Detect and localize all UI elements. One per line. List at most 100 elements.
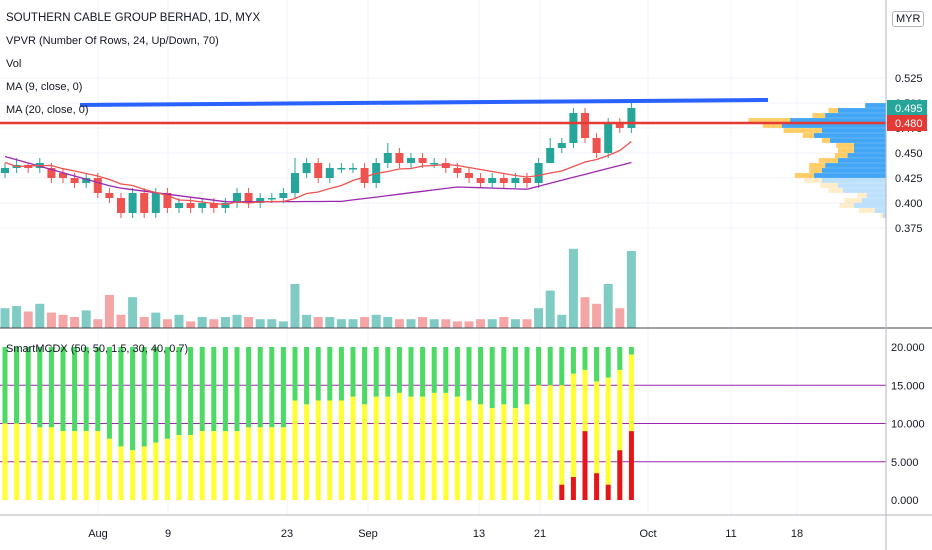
vp-up-16 [814,133,886,138]
mcdx-green-17 [199,347,205,432]
volume-bar-36 [418,317,428,328]
price-tick-0: 0.525 [895,73,923,85]
vp-up-15 [830,138,886,143]
vp-down-8 [794,173,814,178]
mcdx-green-4 [48,347,54,428]
candle-body-26 [302,163,311,173]
vp-down-9 [809,168,822,173]
mcdx-green-0 [2,347,8,424]
candle-body-45 [523,178,531,183]
volume-bar-21 [244,317,254,328]
currency-badge[interactable]: MYR [892,11,925,27]
vp-up-20 [825,113,886,118]
mcdx-yellow-20 [234,431,240,500]
vp-up-21 [838,108,886,113]
candle-body-40 [465,173,473,178]
volume-bar-19 [220,317,230,328]
mcdx-green-34 [396,347,402,393]
candle-body-16 [186,203,195,208]
mcdx-yellow-49 [570,373,576,500]
mcdx-yellow-46 [536,385,542,500]
volume-bar-39 [452,321,462,328]
volume-bar-7 [81,310,91,328]
mcdx-yellow-14 [164,438,170,500]
volume-bar-33 [383,317,393,328]
mcdx-yellow-45 [524,404,530,500]
volume-bar-43 [499,317,509,328]
mcdx-green-38 [443,347,449,393]
vp-down-11 [818,158,838,163]
price-tag-bg-0 [887,100,927,116]
mcdx-green-51 [594,347,600,382]
volume-bar-52 [603,284,613,328]
volume-bar-29 [336,319,346,328]
volume-bar-14 [162,319,172,328]
vp-down-3 [844,198,862,203]
time-tick-2: 23 [281,528,293,540]
volume-bar-40 [464,321,474,328]
candle-body-8 [93,178,102,193]
volume-bar-1 [12,306,22,328]
candle-body-36 [418,158,427,163]
time-tick-6: Oct [639,528,656,540]
candle-body-27 [314,163,323,178]
volume-bar-4 [46,312,56,328]
candle-body-11 [128,193,137,213]
mcdx-yellow-11 [130,450,136,500]
mcdx-panel [0,347,886,500]
candle-body-50 [581,113,589,138]
mcdx-tick-4: 0.000 [891,495,919,507]
mcdx-green-11 [130,347,136,451]
candle-body-25 [291,173,299,193]
candle-body-43 [499,178,508,183]
vp-up-13 [854,148,886,153]
mcdx-green-27 [315,347,321,401]
candle-body-47 [546,148,555,163]
candle-body-22 [256,198,265,203]
mcdx-yellow-13 [153,442,159,500]
volume-bar-2 [23,311,33,328]
candle-body-7 [82,178,91,183]
time-tick-4: 13 [473,528,485,540]
volume-profile [748,103,886,218]
legend-ma20[interactable]: MA (20, close, 0) [6,104,89,116]
mcdx-tick-2: 10.000 [891,419,925,431]
mcdx-green-54 [628,347,634,355]
vp-down-14 [836,143,854,148]
mcdx-yellow-2 [25,423,31,500]
mcdx-yellow-33 [385,396,391,500]
price-tag-0: 0.495 [895,103,923,115]
mcdx-yellow-37 [431,392,437,500]
volume-bar-32 [371,314,381,328]
mcdx-yellow-41 [478,404,484,500]
mcdx-green-41 [478,347,484,405]
candle-body-35 [407,158,415,163]
volume-bar-24 [278,321,288,328]
mcdx-yellow-34 [396,392,402,500]
vp-up-17 [822,128,886,133]
legend-vol[interactable]: Vol [6,58,22,70]
volume-bar-8 [93,319,103,328]
mcdx-green-39 [454,347,460,397]
candle-body-10 [117,198,125,213]
mcdx-yellow-32 [373,396,379,500]
vp-down-15 [822,138,830,143]
volume-bar-34 [394,319,404,328]
vp-down-12 [834,153,848,158]
mcdx-yellow-48 [559,385,565,500]
candle-body-4 [47,168,56,178]
mcdx-green-42 [489,347,495,409]
price-tick-6: 0.375 [895,223,923,235]
legend-smartmcdx[interactable]: SmartMCDX (50, 50, 1.5, 30, 40, 0.7) [6,343,189,355]
mcdx-yellow-22 [257,427,263,500]
legend-ma9[interactable]: MA (9, close, 0) [6,81,83,93]
candle-body-33 [383,153,392,163]
time-tick-3: Sep [358,528,378,540]
mcdx-green-33 [385,347,391,397]
legend-vpvr[interactable]: VPVR (Number Of Rows, 24, Up/Down, 70) [6,35,219,47]
volume-bar-13 [151,312,161,328]
mcdx-yellow-31 [362,404,368,500]
volume-bar-17 [197,317,207,328]
vp-down-18 [762,123,782,128]
